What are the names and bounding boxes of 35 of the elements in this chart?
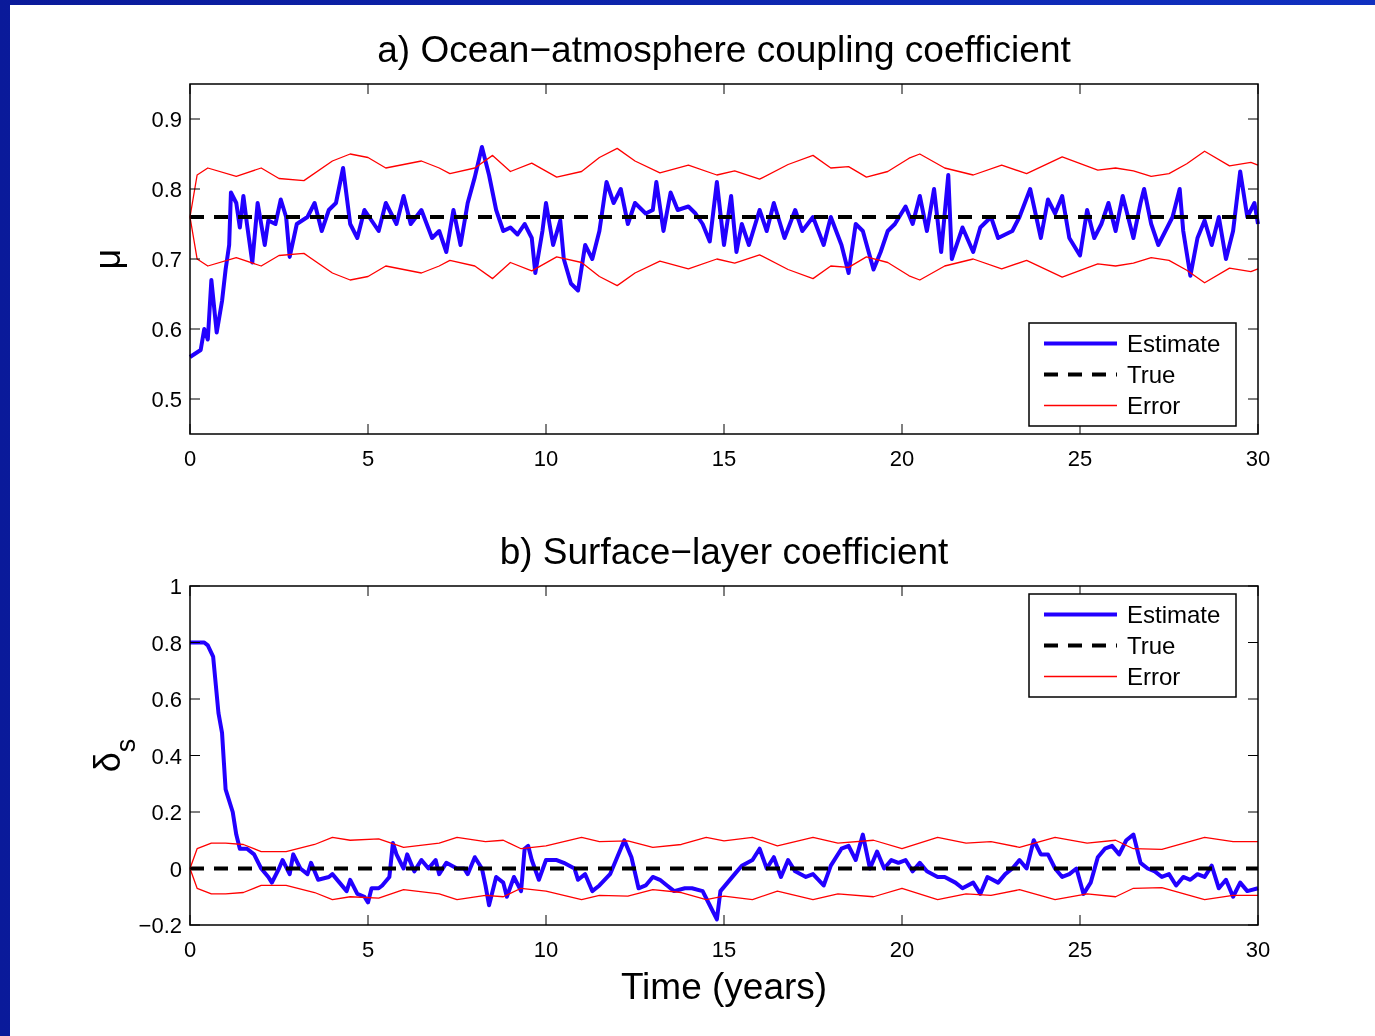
y-tick-label: 0.6	[151, 317, 182, 342]
x-tick-label: 15	[711, 937, 737, 962]
x-tick-label: 15	[711, 446, 737, 471]
x-tick-label: 30	[1245, 446, 1271, 471]
y-tick-label: 0.5	[151, 387, 182, 412]
chart-title: b) Surface−layer coefficient	[499, 531, 950, 572]
legend-label: True	[1127, 360, 1176, 388]
y-tick-label: 0.8	[151, 630, 182, 656]
legend-label: Error	[1127, 391, 1181, 419]
y-axis-title: μ	[87, 248, 128, 270]
y-tick-label: 0.8	[151, 177, 182, 202]
x-tick-label: 5	[361, 446, 375, 471]
x-tick-label: 20	[889, 937, 915, 962]
y-tick-label: 1	[169, 574, 182, 599]
y-tick-label: −0.2	[138, 913, 182, 938]
y-tick-label: 0.2	[151, 800, 182, 825]
y-tick-label: 0.6	[151, 687, 182, 712]
x-tick-label: 10	[533, 937, 559, 962]
y-tick-label: 0	[169, 856, 182, 882]
y-tick-label: 0.7	[151, 247, 182, 272]
x-tick-label: 25	[1067, 446, 1093, 471]
x-tick-label: 30	[1245, 937, 1271, 962]
x-tick-label: 20	[889, 446, 915, 471]
y-tick-label: 0.9	[151, 107, 182, 132]
y-tick-label: 0.4	[151, 743, 182, 769]
x-tick-label: 25	[1067, 937, 1093, 962]
x-tick-label: 10	[533, 446, 559, 471]
legend-label: True	[1127, 631, 1176, 659]
x-tick-label: 5	[361, 937, 375, 962]
line-series	[188, 145, 1260, 359]
chart-title: a) Ocean−atmosphere coupling coefficient	[377, 29, 1072, 70]
legend-label: Error	[1127, 662, 1181, 690]
legend-label: Estimate	[1127, 600, 1221, 628]
legend-label: Estimate	[1127, 329, 1221, 357]
x-axis-title: Time (years)	[620, 966, 828, 1007]
